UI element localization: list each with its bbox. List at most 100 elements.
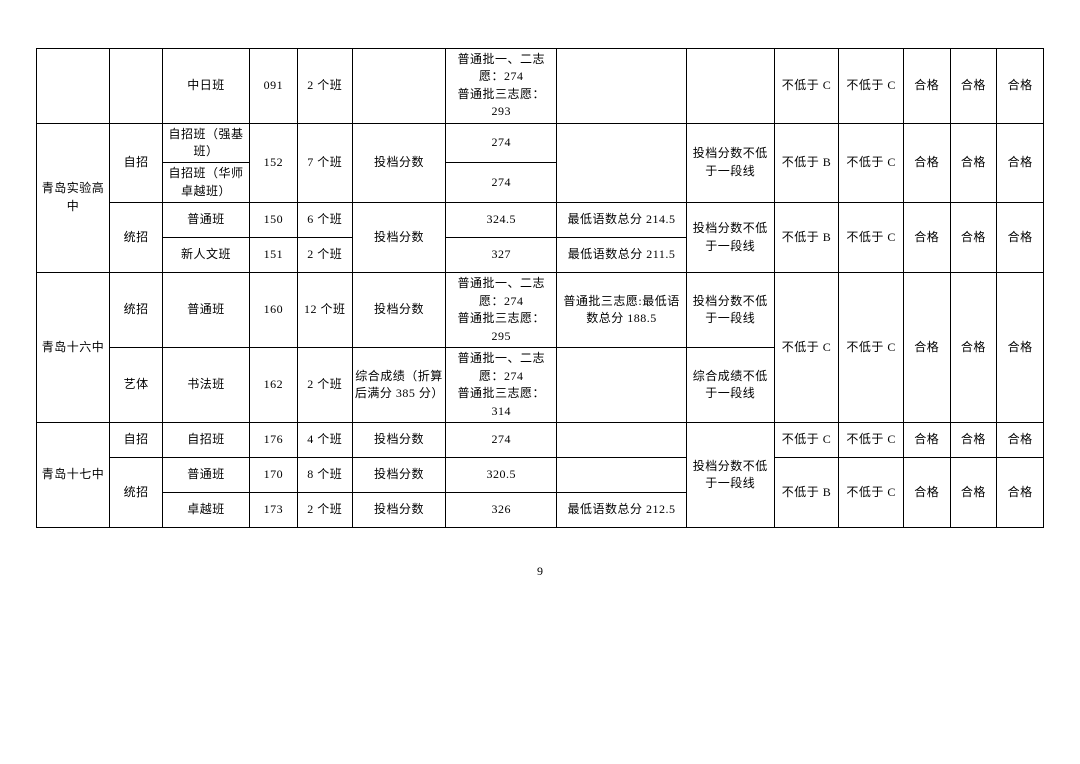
cell: 合格 bbox=[950, 458, 997, 528]
cell: 160 bbox=[250, 273, 298, 348]
cell: 合格 bbox=[997, 123, 1044, 203]
cell: 合格 bbox=[904, 49, 951, 124]
cell: 普通批一、二志愿：274普通批三志愿：293 bbox=[446, 49, 557, 124]
cell: 合格 bbox=[904, 273, 951, 423]
table-row: 中日班 091 2 个班 普通批一、二志愿：274普通批三志愿：293 不低于 … bbox=[37, 49, 1044, 124]
cell: 不低于 C bbox=[839, 123, 904, 203]
cell: 合格 bbox=[950, 49, 997, 124]
cell bbox=[557, 123, 686, 203]
cell: 合格 bbox=[997, 273, 1044, 423]
cell: 普通班 bbox=[163, 203, 250, 238]
cell: 不低于 C bbox=[839, 273, 904, 423]
cell bbox=[686, 49, 774, 124]
cell: 青岛十七中 bbox=[37, 423, 110, 528]
cell: 152 bbox=[250, 123, 298, 203]
cell: 327 bbox=[446, 238, 557, 273]
cell: 普通批一、二志愿：274普通批三志愿：314 bbox=[446, 348, 557, 423]
cell: 投档分数不低于一段线 bbox=[686, 423, 774, 528]
cell: 不低于 B bbox=[774, 123, 839, 203]
cell: 不低于 B bbox=[774, 458, 839, 528]
cell: 投档分数 bbox=[352, 423, 445, 458]
cell: 176 bbox=[250, 423, 298, 458]
cell: 合格 bbox=[904, 123, 951, 203]
cell: 2 个班 bbox=[297, 348, 352, 423]
cell: 合格 bbox=[904, 423, 951, 458]
cell: 青岛实验高中 bbox=[37, 123, 110, 273]
admissions-table: 中日班 091 2 个班 普通批一、二志愿：274普通批三志愿：293 不低于 … bbox=[36, 48, 1044, 528]
cell: 艺体 bbox=[110, 348, 163, 423]
cell: 合格 bbox=[997, 49, 1044, 124]
cell: 173 bbox=[250, 493, 298, 528]
cell: 投档分数 bbox=[352, 493, 445, 528]
cell: 091 bbox=[250, 49, 298, 124]
cell: 自招班（强基班） bbox=[163, 123, 250, 163]
cell: 投档分数不低于一段线 bbox=[686, 123, 774, 203]
cell: 自招班（华师卓越班） bbox=[163, 163, 250, 203]
cell: 合格 bbox=[950, 203, 997, 273]
cell: 普通批三志愿:最低语数总分 188.5 bbox=[557, 273, 686, 348]
cell: 最低语数总分 214.5 bbox=[557, 203, 686, 238]
cell: 不低于 C bbox=[774, 49, 839, 124]
cell: 统招 bbox=[110, 458, 163, 528]
cell bbox=[352, 49, 445, 124]
cell: 326 bbox=[446, 493, 557, 528]
cell: 2 个班 bbox=[297, 49, 352, 124]
table-row: 青岛十六中 统招 普通班 160 12 个班 投档分数 普通批一、二志愿：274… bbox=[37, 273, 1044, 348]
cell: 12 个班 bbox=[297, 273, 352, 348]
cell: 不低于 C bbox=[774, 423, 839, 458]
cell: 卓越班 bbox=[163, 493, 250, 528]
cell: 普通班 bbox=[163, 458, 250, 493]
cell: 274 bbox=[446, 123, 557, 163]
cell: 统招 bbox=[110, 273, 163, 348]
cell: 普通批一、二志愿：274普通批三志愿：295 bbox=[446, 273, 557, 348]
cell: 274 bbox=[446, 423, 557, 458]
cell: 自招 bbox=[110, 123, 163, 203]
cell: 投档分数 bbox=[352, 123, 445, 203]
cell: 不低于 B bbox=[774, 203, 839, 273]
cell: 274 bbox=[446, 163, 557, 203]
cell: 不低于 C bbox=[839, 203, 904, 273]
cell: 投档分数不低于一段线 bbox=[686, 273, 774, 348]
table-row: 青岛实验高中 自招 自招班（强基班） 152 7 个班 投档分数 274 投档分… bbox=[37, 123, 1044, 163]
cell bbox=[557, 348, 686, 423]
cell: 最低语数总分 211.5 bbox=[557, 238, 686, 273]
cell: 7 个班 bbox=[297, 123, 352, 203]
cell: 中日班 bbox=[163, 49, 250, 124]
cell: 新人文班 bbox=[163, 238, 250, 273]
cell: 投档分数 bbox=[352, 273, 445, 348]
cell bbox=[557, 458, 686, 493]
cell: 4 个班 bbox=[297, 423, 352, 458]
cell: 8 个班 bbox=[297, 458, 352, 493]
cell: 合格 bbox=[950, 423, 997, 458]
table-row: 统招 普通班 150 6 个班 投档分数 324.5 最低语数总分 214.5 … bbox=[37, 203, 1044, 238]
cell: 综合成绩（折算后满分 385 分） bbox=[352, 348, 445, 423]
cell: 合格 bbox=[997, 458, 1044, 528]
cell: 162 bbox=[250, 348, 298, 423]
cell: 不低于 C bbox=[839, 458, 904, 528]
cell: 普通班 bbox=[163, 273, 250, 348]
cell: 2 个班 bbox=[297, 493, 352, 528]
cell: 自招班 bbox=[163, 423, 250, 458]
cell: 合格 bbox=[997, 423, 1044, 458]
cell: 合格 bbox=[997, 203, 1044, 273]
cell: 投档分数 bbox=[352, 458, 445, 493]
cell: 不低于 C bbox=[839, 49, 904, 124]
cell: 统招 bbox=[110, 203, 163, 273]
cell bbox=[557, 423, 686, 458]
cell: 151 bbox=[250, 238, 298, 273]
cell: 投档分数 bbox=[352, 203, 445, 273]
cell: 合格 bbox=[950, 123, 997, 203]
cell: 综合成绩不低于一段线 bbox=[686, 348, 774, 423]
cell: 投档分数不低于一段线 bbox=[686, 203, 774, 273]
cell bbox=[557, 49, 686, 124]
cell bbox=[37, 49, 110, 124]
cell: 合格 bbox=[904, 203, 951, 273]
table-row: 统招 普通班 170 8 个班 投档分数 320.5 不低于 B 不低于 C 合… bbox=[37, 458, 1044, 493]
cell: 合格 bbox=[904, 458, 951, 528]
page-sheet: 中日班 091 2 个班 普通批一、二志愿：274普通批三志愿：293 不低于 … bbox=[0, 0, 1080, 579]
cell: 324.5 bbox=[446, 203, 557, 238]
table-row: 青岛十七中 自招 自招班 176 4 个班 投档分数 274 投档分数不低于一段… bbox=[37, 423, 1044, 458]
cell: 6 个班 bbox=[297, 203, 352, 238]
cell: 书法班 bbox=[163, 348, 250, 423]
cell: 170 bbox=[250, 458, 298, 493]
